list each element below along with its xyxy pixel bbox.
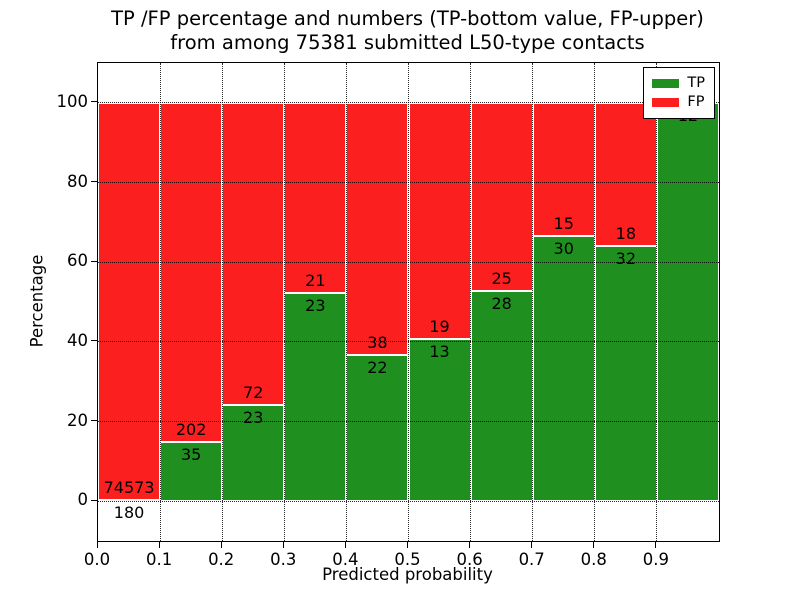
y-tick-label: 60 <box>67 251 88 271</box>
y-tick-mark <box>91 260 97 262</box>
bar-segment-tp <box>656 102 719 502</box>
x-tick-mark <box>96 542 98 548</box>
x-tick-mark <box>344 542 346 548</box>
fp-count-label: 72 <box>243 382 264 402</box>
tp-color-swatch <box>652 79 680 88</box>
y-tick-label: 100 <box>56 91 89 111</box>
bar-segment-fp <box>470 102 533 291</box>
x-gridline <box>470 63 472 541</box>
x-gridline <box>594 63 596 541</box>
bar-segment-fp <box>222 102 285 405</box>
tp-count-label: 180 <box>113 503 145 523</box>
x-gridline <box>656 63 658 541</box>
bar-segment-tp <box>594 246 657 502</box>
x-tick-label: 0.6 <box>456 550 483 569</box>
y-tick-mark <box>91 181 97 182</box>
value-labels-layer: 74573 180 202 35 72 23 21 23 38 22 19 13 25 28 15 30 18 3… <box>98 63 719 541</box>
y-tick-mark <box>91 101 97 103</box>
fp-color-swatch <box>652 98 680 107</box>
x-gridline <box>283 63 285 541</box>
x-tick-mark <box>220 542 222 548</box>
y-tick-mark <box>91 420 97 421</box>
x-axis-label: Predicted probability <box>322 565 493 584</box>
bar-segment-tp <box>222 404 285 502</box>
bar-segment-tp <box>532 235 595 502</box>
bar-segment-tp <box>346 355 409 502</box>
x-tick-label: 0.0 <box>83 550 111 569</box>
x-tick-label: 0.1 <box>145 550 173 569</box>
bar-segment-tp <box>284 292 347 502</box>
y-tick-label: 80 <box>67 171 88 191</box>
bar-segment-fp <box>594 102 657 247</box>
tp-count-label: 30 <box>553 238 574 258</box>
x-tick-mark <box>158 542 160 548</box>
bar-segment-tp <box>470 290 533 502</box>
chart-title-line2: from among 75381 submitted L50-type cont… <box>170 31 645 54</box>
y-tick-label: 40 <box>67 330 88 350</box>
x-tick-label: 0.8 <box>580 550 607 569</box>
fp-count-label: 18 <box>615 224 637 244</box>
tp-count-label: 28 <box>491 293 512 313</box>
tp-count-label: 32 <box>615 249 637 269</box>
x-tick-label: 0.3 <box>270 550 297 569</box>
legend-item-tp: TP <box>652 75 705 92</box>
tp-count-label: 35 <box>180 445 202 465</box>
fp-count-label: 38 <box>367 333 388 353</box>
y-tick-label: 20 <box>67 410 88 430</box>
legend: TP FP <box>643 67 715 119</box>
x-tick-mark <box>282 542 284 548</box>
x-tick-label: 0.2 <box>208 550 235 569</box>
bars-layer <box>98 63 719 541</box>
plot-area: 74573 180 202 35 72 23 21 23 38 22 19 13 25 28 15 30 18 3… <box>97 62 720 542</box>
fp-count-label: 25 <box>491 268 512 288</box>
tp-count-label: 13 <box>429 342 450 362</box>
x-tick-mark <box>469 542 471 548</box>
fp-count-label: 15 <box>553 213 574 233</box>
x-tick-label: 0.5 <box>394 550 421 569</box>
fp-count-label: 74573 <box>103 478 155 498</box>
fp-count-label: 21 <box>305 270 326 290</box>
y-tick-label: 0 <box>77 490 89 510</box>
x-gridline <box>345 63 347 541</box>
x-gridline <box>159 63 161 541</box>
y-tick-mark <box>91 499 97 501</box>
tp-count-label: 23 <box>243 407 264 427</box>
gridlines-layer <box>98 63 719 541</box>
legend-item-fp: FP <box>652 94 705 111</box>
fp-count-label: 202 <box>175 420 207 440</box>
bar-segment-tp <box>160 442 223 502</box>
bar-segment-fp <box>160 102 223 443</box>
tp-count-label: 22 <box>367 358 388 378</box>
legend-label-tp: TP <box>687 75 705 91</box>
x-tick-mark <box>531 542 533 548</box>
tp-count-label: 23 <box>305 295 326 315</box>
fp-count-label: 19 <box>429 317 450 337</box>
x-tick-label: 0.9 <box>642 550 670 569</box>
y-axis-label: Percentage <box>27 254 47 348</box>
x-gridline <box>408 63 409 541</box>
bar-segment-fp <box>98 102 161 501</box>
x-gridline <box>532 63 534 541</box>
x-tick-mark <box>407 542 408 548</box>
y-tick-mark <box>91 340 97 342</box>
x-tick-mark <box>593 542 595 548</box>
x-tick-label: 0.7 <box>518 550 545 569</box>
bar-segment-fp <box>284 102 347 293</box>
bar-segment-tp <box>408 339 471 502</box>
chart-title-line1: TP /FP percentage and numbers (TP-bottom… <box>111 7 704 30</box>
bar-segment-fp <box>346 102 409 356</box>
bar-segment-fp <box>408 102 471 340</box>
x-gridline <box>221 63 223 541</box>
legend-label-fp: FP <box>687 94 705 110</box>
x-tick-label: 0.4 <box>332 550 359 569</box>
bar-segment-fp <box>532 102 595 236</box>
x-tick-mark <box>655 542 657 548</box>
